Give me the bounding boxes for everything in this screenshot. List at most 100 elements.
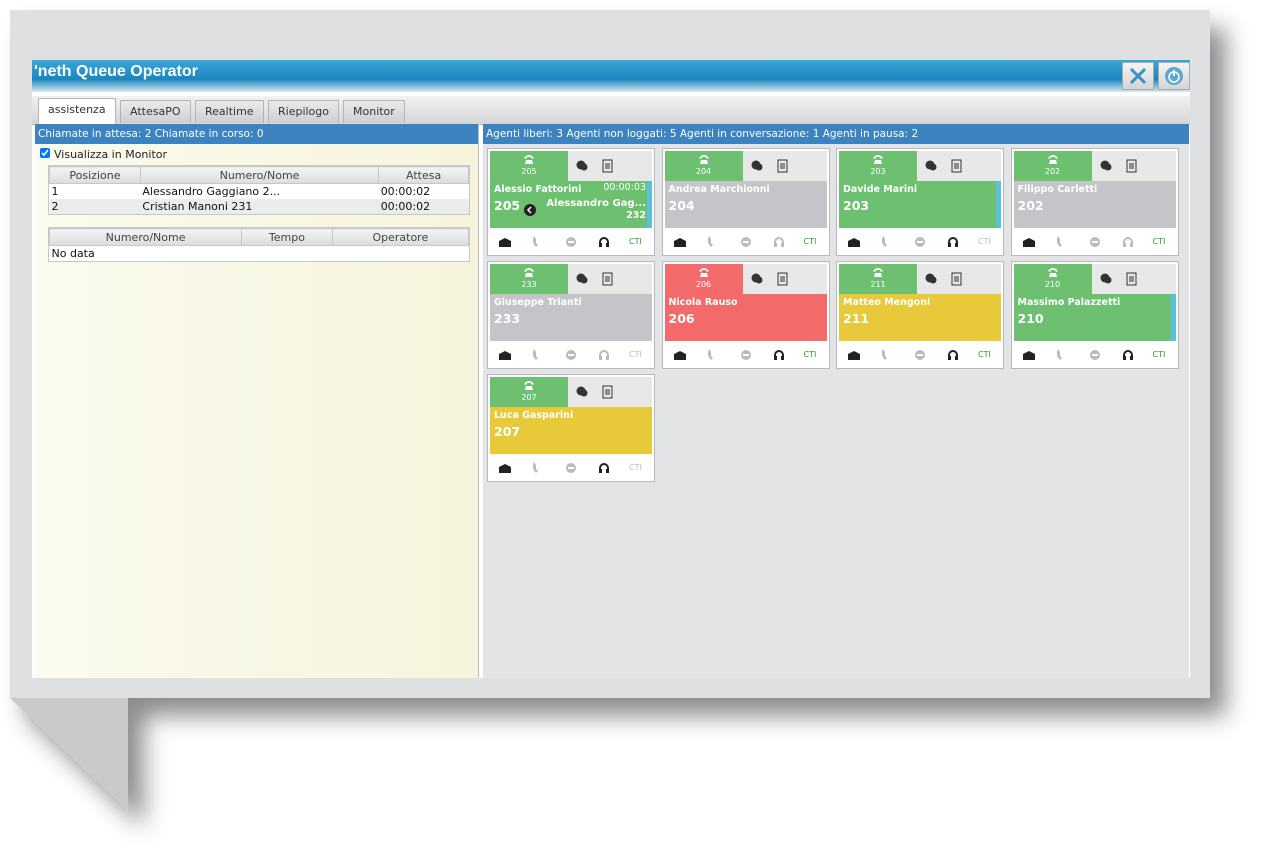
hangup-button[interactable] xyxy=(524,204,536,216)
headset-button[interactable] xyxy=(597,348,611,362)
note-button[interactable] xyxy=(1125,159,1139,173)
chat-button[interactable] xyxy=(575,159,589,173)
call-button[interactable] xyxy=(530,461,544,475)
headset-button[interactable] xyxy=(597,235,611,249)
chat-button[interactable] xyxy=(1099,272,1113,286)
tab[interactable]: Monitor xyxy=(343,100,405,123)
phone-icon[interactable] xyxy=(697,265,711,279)
chat-button[interactable] xyxy=(750,159,764,173)
chat-button[interactable] xyxy=(924,159,938,173)
login-button[interactable] xyxy=(673,235,687,249)
login-button[interactable] xyxy=(1022,235,1036,249)
chat-button[interactable] xyxy=(1099,159,1113,173)
monitor-option[interactable]: Visualizza in Monitor xyxy=(40,148,167,161)
note-button[interactable] xyxy=(601,272,615,286)
extension-box[interactable]: 202 xyxy=(1013,151,1092,181)
phone-icon[interactable] xyxy=(1046,152,1060,166)
power-button[interactable] xyxy=(1158,62,1190,90)
headset-button[interactable] xyxy=(772,348,786,362)
headset-button[interactable] xyxy=(772,235,786,249)
call-button[interactable] xyxy=(705,235,719,249)
chat-button[interactable] xyxy=(924,272,938,286)
note-button[interactable] xyxy=(601,385,615,399)
cti-label[interactable]: CTI xyxy=(1152,237,1166,246)
pause-button[interactable] xyxy=(1088,348,1102,362)
login-button[interactable] xyxy=(673,348,687,362)
note-button[interactable] xyxy=(776,272,790,286)
waiting-row[interactable]: 2 Cristian Manoni 231 00:00:02 xyxy=(49,199,469,214)
agent-name: Filippo Carletti xyxy=(1017,184,1098,195)
pause-button[interactable] xyxy=(564,461,578,475)
extension-box[interactable]: 233 xyxy=(490,264,568,294)
chat-button[interactable] xyxy=(750,272,764,286)
login-button[interactable] xyxy=(498,235,512,249)
extension-box[interactable]: 204 xyxy=(664,151,743,181)
call-button[interactable] xyxy=(1054,235,1068,249)
pause-button[interactable] xyxy=(739,235,753,249)
note-button[interactable] xyxy=(776,159,790,173)
extension-box[interactable]: 203 xyxy=(839,151,917,181)
login-button[interactable] xyxy=(1022,348,1036,362)
login-button[interactable] xyxy=(498,461,512,475)
side-bar xyxy=(647,181,652,228)
login-button[interactable] xyxy=(847,235,861,249)
tab[interactable]: assistenza xyxy=(38,98,116,124)
cti-label[interactable]: CTI xyxy=(629,350,642,359)
icon-shape xyxy=(568,354,574,356)
call-button[interactable] xyxy=(879,348,893,362)
note-button[interactable] xyxy=(950,159,964,173)
call-button[interactable] xyxy=(705,348,719,362)
cti-label[interactable]: CTI xyxy=(978,350,991,359)
cti-label[interactable]: CTI xyxy=(629,237,642,246)
pause-button[interactable] xyxy=(913,348,927,362)
login-button[interactable] xyxy=(847,348,861,362)
pause-button[interactable] xyxy=(1088,235,1102,249)
icon-shape xyxy=(954,163,959,169)
call-button[interactable] xyxy=(530,348,544,362)
tab[interactable]: Riepilogo xyxy=(268,100,340,123)
waiting-row[interactable]: 1 Alessandro Gaggiano 2... 00:00:02 xyxy=(50,184,469,200)
phone-icon[interactable] xyxy=(1046,265,1060,279)
pause-button[interactable] xyxy=(564,235,578,249)
call-button[interactable] xyxy=(1054,348,1068,362)
note-button[interactable] xyxy=(601,159,615,173)
call-button[interactable] xyxy=(879,235,893,249)
pause-button[interactable] xyxy=(739,348,753,362)
phone-icon[interactable] xyxy=(522,378,536,392)
headset-button[interactable] xyxy=(946,235,960,249)
phone-icon[interactable] xyxy=(871,152,885,166)
login-button[interactable] xyxy=(498,348,512,362)
monitor-checkbox[interactable] xyxy=(40,148,50,158)
chat-button[interactable] xyxy=(575,385,589,399)
headset-button[interactable] xyxy=(1121,235,1135,249)
chat-button[interactable] xyxy=(575,272,589,286)
note-button[interactable] xyxy=(1125,272,1139,286)
phone-icon[interactable] xyxy=(697,152,711,166)
cti-label[interactable]: CTI xyxy=(1152,350,1166,359)
note-button[interactable] xyxy=(950,272,964,286)
extension-box[interactable]: 207 xyxy=(490,377,568,407)
phone-icon[interactable] xyxy=(871,265,885,279)
headset-button[interactable] xyxy=(597,461,611,475)
tab[interactable]: AttesaPO xyxy=(120,100,191,123)
cti-label[interactable]: CTI xyxy=(978,237,991,246)
phone-icon[interactable] xyxy=(522,265,536,279)
call-button[interactable] xyxy=(530,235,544,249)
cti-label[interactable]: CTI xyxy=(803,350,817,359)
tab[interactable]: Realtime xyxy=(195,100,264,123)
pause-button[interactable] xyxy=(564,348,578,362)
phone-icon[interactable] xyxy=(522,152,536,166)
pause-button[interactable] xyxy=(913,235,927,249)
extension-box[interactable]: 206 xyxy=(664,264,743,294)
headset-button[interactable] xyxy=(946,348,960,362)
headset-button[interactable] xyxy=(1121,348,1135,362)
app-window: 'neth Queue Operator assistenza AttesaPO R… xyxy=(32,60,1190,678)
cti-label[interactable]: CTI xyxy=(629,463,642,472)
settings-button[interactable] xyxy=(1122,62,1154,90)
extension-box[interactable]: 205 xyxy=(490,151,568,181)
extension-box[interactable]: 211 xyxy=(839,264,917,294)
extension-box[interactable]: 210 xyxy=(1013,264,1092,294)
icon-shape xyxy=(606,356,609,360)
cti-label[interactable]: CTI xyxy=(803,237,817,246)
icon-shape xyxy=(580,389,588,397)
